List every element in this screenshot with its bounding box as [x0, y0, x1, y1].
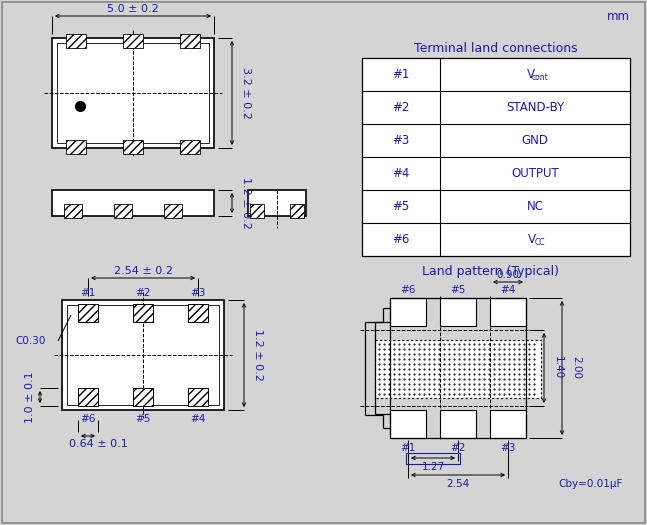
Bar — [188, 388, 208, 406]
Bar — [78, 304, 98, 322]
Text: Land pattern (Typical): Land pattern (Typical) — [421, 266, 558, 278]
Text: OUTPUT: OUTPUT — [511, 167, 559, 180]
Text: #5: #5 — [392, 200, 410, 213]
Text: 3.2 ± 0.2: 3.2 ± 0.2 — [241, 67, 251, 119]
Text: C0.30: C0.30 — [16, 336, 46, 346]
Text: NC: NC — [527, 200, 543, 213]
Text: 1.2 ± 0.2: 1.2 ± 0.2 — [241, 177, 251, 229]
Bar — [52, 38, 214, 148]
Bar — [123, 140, 143, 154]
Text: Terminal land connections: Terminal land connections — [414, 41, 578, 55]
Bar — [114, 204, 132, 218]
Text: #3: #3 — [190, 288, 206, 298]
Bar — [123, 34, 143, 48]
Text: #6: #6 — [392, 233, 410, 246]
Text: #6: #6 — [400, 285, 415, 295]
Bar — [64, 204, 82, 218]
Text: GND: GND — [521, 134, 549, 147]
Text: #6: #6 — [80, 414, 96, 424]
Text: #3: #3 — [500, 443, 516, 453]
Text: #2: #2 — [450, 443, 466, 453]
Text: #5: #5 — [135, 414, 151, 424]
Text: STAND-BY: STAND-BY — [506, 101, 564, 114]
Text: 1.2 ± 0.2: 1.2 ± 0.2 — [253, 329, 263, 381]
Bar — [248, 190, 306, 216]
Text: #2: #2 — [135, 288, 151, 298]
Bar — [52, 190, 214, 216]
Bar — [390, 298, 426, 326]
Bar — [164, 204, 182, 218]
Bar — [78, 388, 98, 406]
Bar — [390, 410, 426, 438]
Bar — [490, 298, 526, 326]
Text: 2.00: 2.00 — [571, 356, 581, 380]
Text: 1.40: 1.40 — [553, 356, 563, 380]
Text: cont: cont — [532, 73, 549, 82]
Bar — [440, 298, 476, 326]
Text: #4: #4 — [500, 285, 516, 295]
Text: V: V — [527, 68, 535, 81]
Text: 1.0 ± 0.1: 1.0 ± 0.1 — [25, 371, 35, 423]
Text: 1.27: 1.27 — [421, 462, 444, 472]
Bar — [250, 204, 264, 218]
Text: V: V — [528, 233, 536, 246]
Bar — [362, 58, 630, 256]
Bar — [66, 34, 86, 48]
Bar — [62, 300, 224, 410]
Bar — [133, 388, 153, 406]
Text: #4: #4 — [392, 167, 410, 180]
Text: #1: #1 — [392, 68, 410, 81]
Text: #1: #1 — [80, 288, 96, 298]
Text: 5.0 ± 0.2: 5.0 ± 0.2 — [107, 4, 159, 14]
Bar — [67, 305, 219, 405]
Bar — [490, 410, 526, 438]
Text: 2.54: 2.54 — [446, 479, 470, 489]
Bar — [57, 43, 209, 143]
Text: #3: #3 — [392, 134, 410, 147]
Bar — [180, 34, 200, 48]
Text: 0.64 ± 0.1: 0.64 ± 0.1 — [69, 439, 127, 449]
Bar — [133, 304, 153, 322]
Text: #4: #4 — [190, 414, 206, 424]
Text: CC: CC — [535, 238, 545, 247]
Bar — [375, 340, 541, 398]
Text: 2.54 ± 0.2: 2.54 ± 0.2 — [113, 266, 173, 276]
Bar — [188, 304, 208, 322]
Text: #5: #5 — [450, 285, 466, 295]
Text: #2: #2 — [392, 101, 410, 114]
Bar — [406, 453, 460, 464]
Text: mm: mm — [607, 9, 630, 23]
Bar — [66, 140, 86, 154]
Text: Cby=0.01μF: Cby=0.01μF — [558, 479, 622, 489]
Bar — [180, 140, 200, 154]
Text: #1: #1 — [400, 443, 415, 453]
Text: 0.90: 0.90 — [496, 270, 520, 280]
Bar — [440, 410, 476, 438]
Bar — [290, 204, 304, 218]
